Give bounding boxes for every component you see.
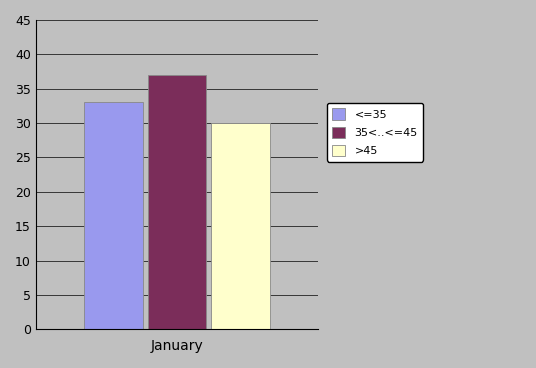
Legend: <=35, 35<..<=45, >45: <=35, 35<..<=45, >45 — [326, 103, 423, 162]
Bar — [211, 123, 270, 329]
Bar — [147, 75, 206, 329]
Bar — [84, 102, 143, 329]
